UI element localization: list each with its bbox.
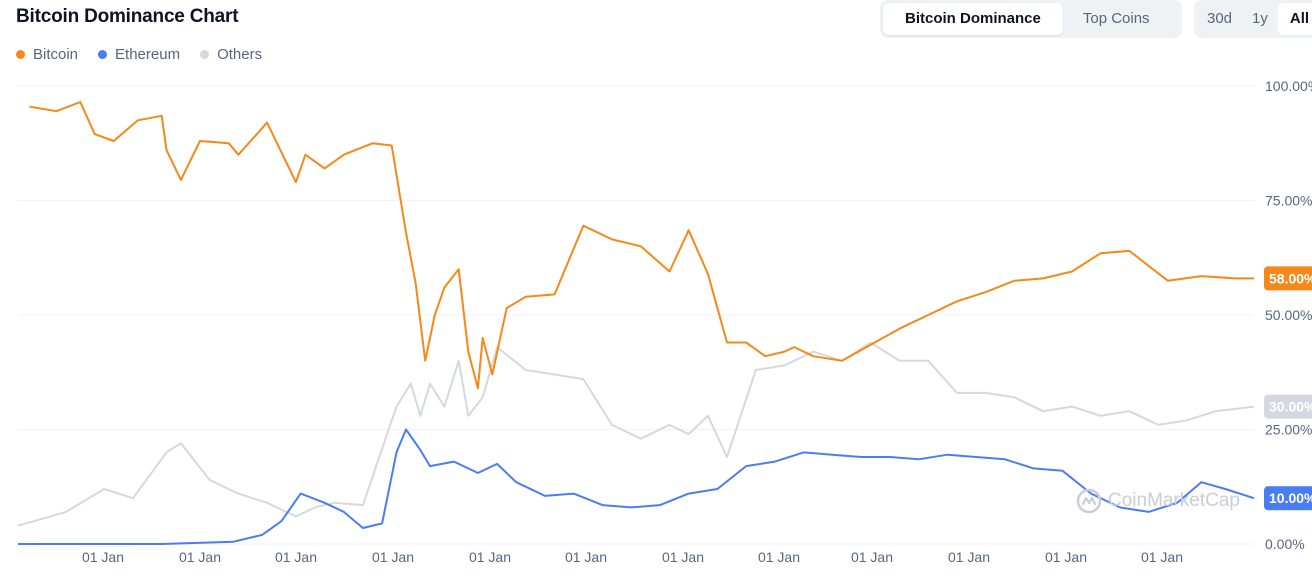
- series-line-ethereum: [18, 428, 1255, 545]
- range-all[interactable]: All: [1277, 3, 1312, 35]
- y-tick-label: 25.00%: [1265, 422, 1312, 438]
- last-value-badge-bitcoin: [1264, 266, 1312, 291]
- x-tick-label: 01 Jan: [948, 549, 990, 565]
- last-value-label-others: 30.00%: [1269, 399, 1312, 415]
- last-value-label-bitcoin: 58.00%: [1269, 270, 1312, 286]
- x-tick-label: 01 Jan: [758, 549, 800, 565]
- chart-legend: Bitcoin Ethereum Others: [16, 46, 262, 63]
- y-tick-label: 50.00%: [1265, 307, 1312, 323]
- last-value-badge-ethereum: [1264, 486, 1312, 511]
- x-tick-label: 01 Jan: [275, 549, 317, 565]
- x-tick-label: 01 Jan: [1141, 549, 1183, 565]
- legend-item-ethereum[interactable]: Ethereum: [98, 46, 180, 63]
- x-tick-label: 01 Jan: [851, 549, 893, 565]
- y-tick-label: 100.00%: [1265, 78, 1312, 94]
- bitcoin-dot-icon: [16, 50, 25, 59]
- legend-item-bitcoin[interactable]: Bitcoin: [16, 46, 78, 63]
- series-line-others: [17, 341, 1255, 527]
- last-value-badge-others: [1264, 394, 1312, 419]
- legend-label-ethereum: Ethereum: [115, 46, 181, 63]
- tab-top-coins[interactable]: Top Coins: [1082, 10, 1150, 27]
- last-value-label-ethereum: 10.00%: [1269, 490, 1312, 506]
- ethereum-dot-icon: [98, 50, 108, 59]
- range-30d[interactable]: 30d: [1207, 10, 1233, 27]
- x-tick-label: 01 Jan: [179, 549, 221, 565]
- legend-label-bitcoin: Bitcoin: [33, 46, 79, 63]
- x-tick-label: 01 Jan: [565, 549, 607, 565]
- x-tick-label: 01 Jan: [469, 549, 511, 565]
- series-line-bitcoin: [29, 101, 1254, 390]
- x-tick-label: 01 Jan: [372, 549, 414, 565]
- coinmarketcap-logo-icon: [1076, 488, 1102, 514]
- legend-item-others[interactable]: Others: [200, 46, 262, 63]
- range-1y[interactable]: 1y: [1252, 10, 1268, 27]
- x-tick-label: 01 Jan: [662, 549, 704, 565]
- watermark: CoinMarketCap: [1076, 488, 1240, 514]
- range-selector: 30d 1y All: [1194, 0, 1312, 38]
- x-tick-label: 01 Jan: [82, 549, 124, 565]
- y-tick-label: 75.00%: [1265, 193, 1312, 209]
- y-tick-label: 0.00%: [1265, 536, 1305, 552]
- legend-label-others: Others: [217, 46, 263, 63]
- tab-bitcoin-dominance[interactable]: Bitcoin Dominance: [883, 3, 1063, 35]
- watermark-text: CoinMarketCap: [1108, 490, 1240, 511]
- x-tick-label: 01 Jan: [1045, 549, 1087, 565]
- others-dot-icon: [200, 50, 210, 59]
- page-title: Bitcoin Dominance Chart: [16, 6, 239, 27]
- chart-tabs: Bitcoin Dominance Top Coins: [880, 0, 1182, 38]
